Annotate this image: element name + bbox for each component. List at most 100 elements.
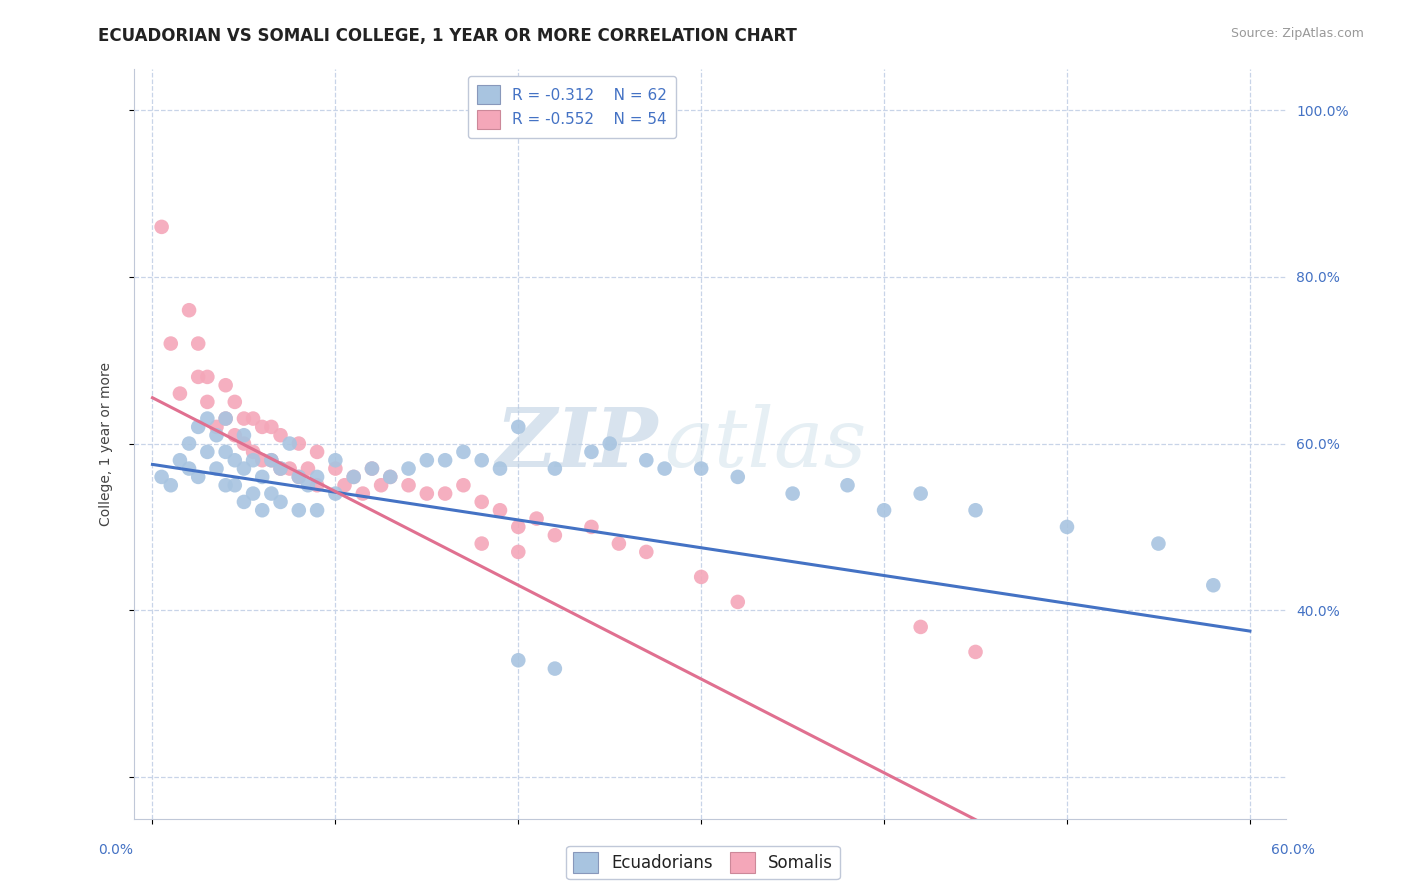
Point xyxy=(416,486,439,500)
Point xyxy=(224,453,246,467)
Point xyxy=(352,486,374,500)
Point xyxy=(965,645,987,659)
Point xyxy=(325,453,347,467)
Point xyxy=(910,620,932,634)
Point xyxy=(782,486,804,500)
Point xyxy=(489,461,512,475)
Point xyxy=(297,478,319,492)
Point xyxy=(453,478,475,492)
Point xyxy=(224,428,246,442)
Point xyxy=(471,536,494,550)
Point xyxy=(910,486,932,500)
Point xyxy=(581,520,603,534)
Point xyxy=(224,478,246,492)
Point xyxy=(526,511,548,525)
Point xyxy=(288,503,311,517)
Point xyxy=(187,470,209,484)
Point xyxy=(232,495,254,509)
Point xyxy=(416,453,439,467)
Point xyxy=(1056,520,1078,534)
Point xyxy=(252,470,274,484)
Point xyxy=(260,453,283,467)
Point xyxy=(544,662,567,676)
Point xyxy=(508,420,530,434)
Point xyxy=(288,470,311,484)
Point xyxy=(260,420,283,434)
Point xyxy=(187,420,209,434)
Point xyxy=(398,478,420,492)
Point xyxy=(453,445,475,459)
Point xyxy=(242,445,264,459)
Point xyxy=(288,470,311,484)
Point xyxy=(260,453,283,467)
Point xyxy=(965,503,987,517)
Point xyxy=(270,495,292,509)
Point xyxy=(288,436,311,450)
Point xyxy=(177,461,200,475)
Point xyxy=(252,503,274,517)
Text: 60.0%: 60.0% xyxy=(1271,843,1315,857)
Text: ZIP: ZIP xyxy=(496,403,658,483)
Point xyxy=(214,378,236,392)
Point xyxy=(398,461,420,475)
Point xyxy=(307,503,329,517)
Point xyxy=(636,545,658,559)
Point xyxy=(232,461,254,475)
Point xyxy=(252,420,274,434)
Point xyxy=(307,478,329,492)
Point xyxy=(270,428,292,442)
Point xyxy=(307,470,329,484)
Text: ECUADORIAN VS SOMALI COLLEGE, 1 YEAR OR MORE CORRELATION CHART: ECUADORIAN VS SOMALI COLLEGE, 1 YEAR OR … xyxy=(98,27,797,45)
Point xyxy=(370,478,392,492)
Point xyxy=(380,470,402,484)
Point xyxy=(232,436,254,450)
Point xyxy=(177,436,200,450)
Y-axis label: College, 1 year or more: College, 1 year or more xyxy=(100,361,114,525)
Point xyxy=(508,653,530,667)
Point xyxy=(343,470,366,484)
Point xyxy=(1147,536,1170,550)
Point xyxy=(508,545,530,559)
Point xyxy=(205,428,228,442)
Legend: R = -0.312    N = 62, R = -0.552    N = 54: R = -0.312 N = 62, R = -0.552 N = 54 xyxy=(468,76,676,138)
Text: 0.0%: 0.0% xyxy=(98,843,134,857)
Point xyxy=(873,503,896,517)
Point xyxy=(195,395,218,409)
Point xyxy=(325,461,347,475)
Point xyxy=(837,478,859,492)
Point xyxy=(690,461,713,475)
Legend: Ecuadorians, Somalis: Ecuadorians, Somalis xyxy=(567,846,839,880)
Point xyxy=(727,595,749,609)
Text: Source: ZipAtlas.com: Source: ZipAtlas.com xyxy=(1230,27,1364,40)
Point xyxy=(242,411,264,425)
Point xyxy=(607,536,630,550)
Point xyxy=(636,453,658,467)
Point xyxy=(278,461,301,475)
Point xyxy=(159,478,181,492)
Point xyxy=(195,370,218,384)
Point xyxy=(581,445,603,459)
Point xyxy=(187,336,209,351)
Point xyxy=(508,520,530,534)
Point xyxy=(471,495,494,509)
Point xyxy=(169,453,191,467)
Point xyxy=(343,470,366,484)
Point xyxy=(380,470,402,484)
Point xyxy=(361,461,384,475)
Point xyxy=(242,453,264,467)
Point xyxy=(150,219,173,234)
Point xyxy=(1202,578,1225,592)
Point xyxy=(252,453,274,467)
Point xyxy=(599,436,621,450)
Point xyxy=(544,461,567,475)
Point xyxy=(307,445,329,459)
Point xyxy=(214,411,236,425)
Point xyxy=(159,336,181,351)
Point xyxy=(434,453,457,467)
Point xyxy=(187,370,209,384)
Point xyxy=(544,528,567,542)
Point xyxy=(195,411,218,425)
Point xyxy=(214,445,236,459)
Point xyxy=(232,428,254,442)
Point xyxy=(260,486,283,500)
